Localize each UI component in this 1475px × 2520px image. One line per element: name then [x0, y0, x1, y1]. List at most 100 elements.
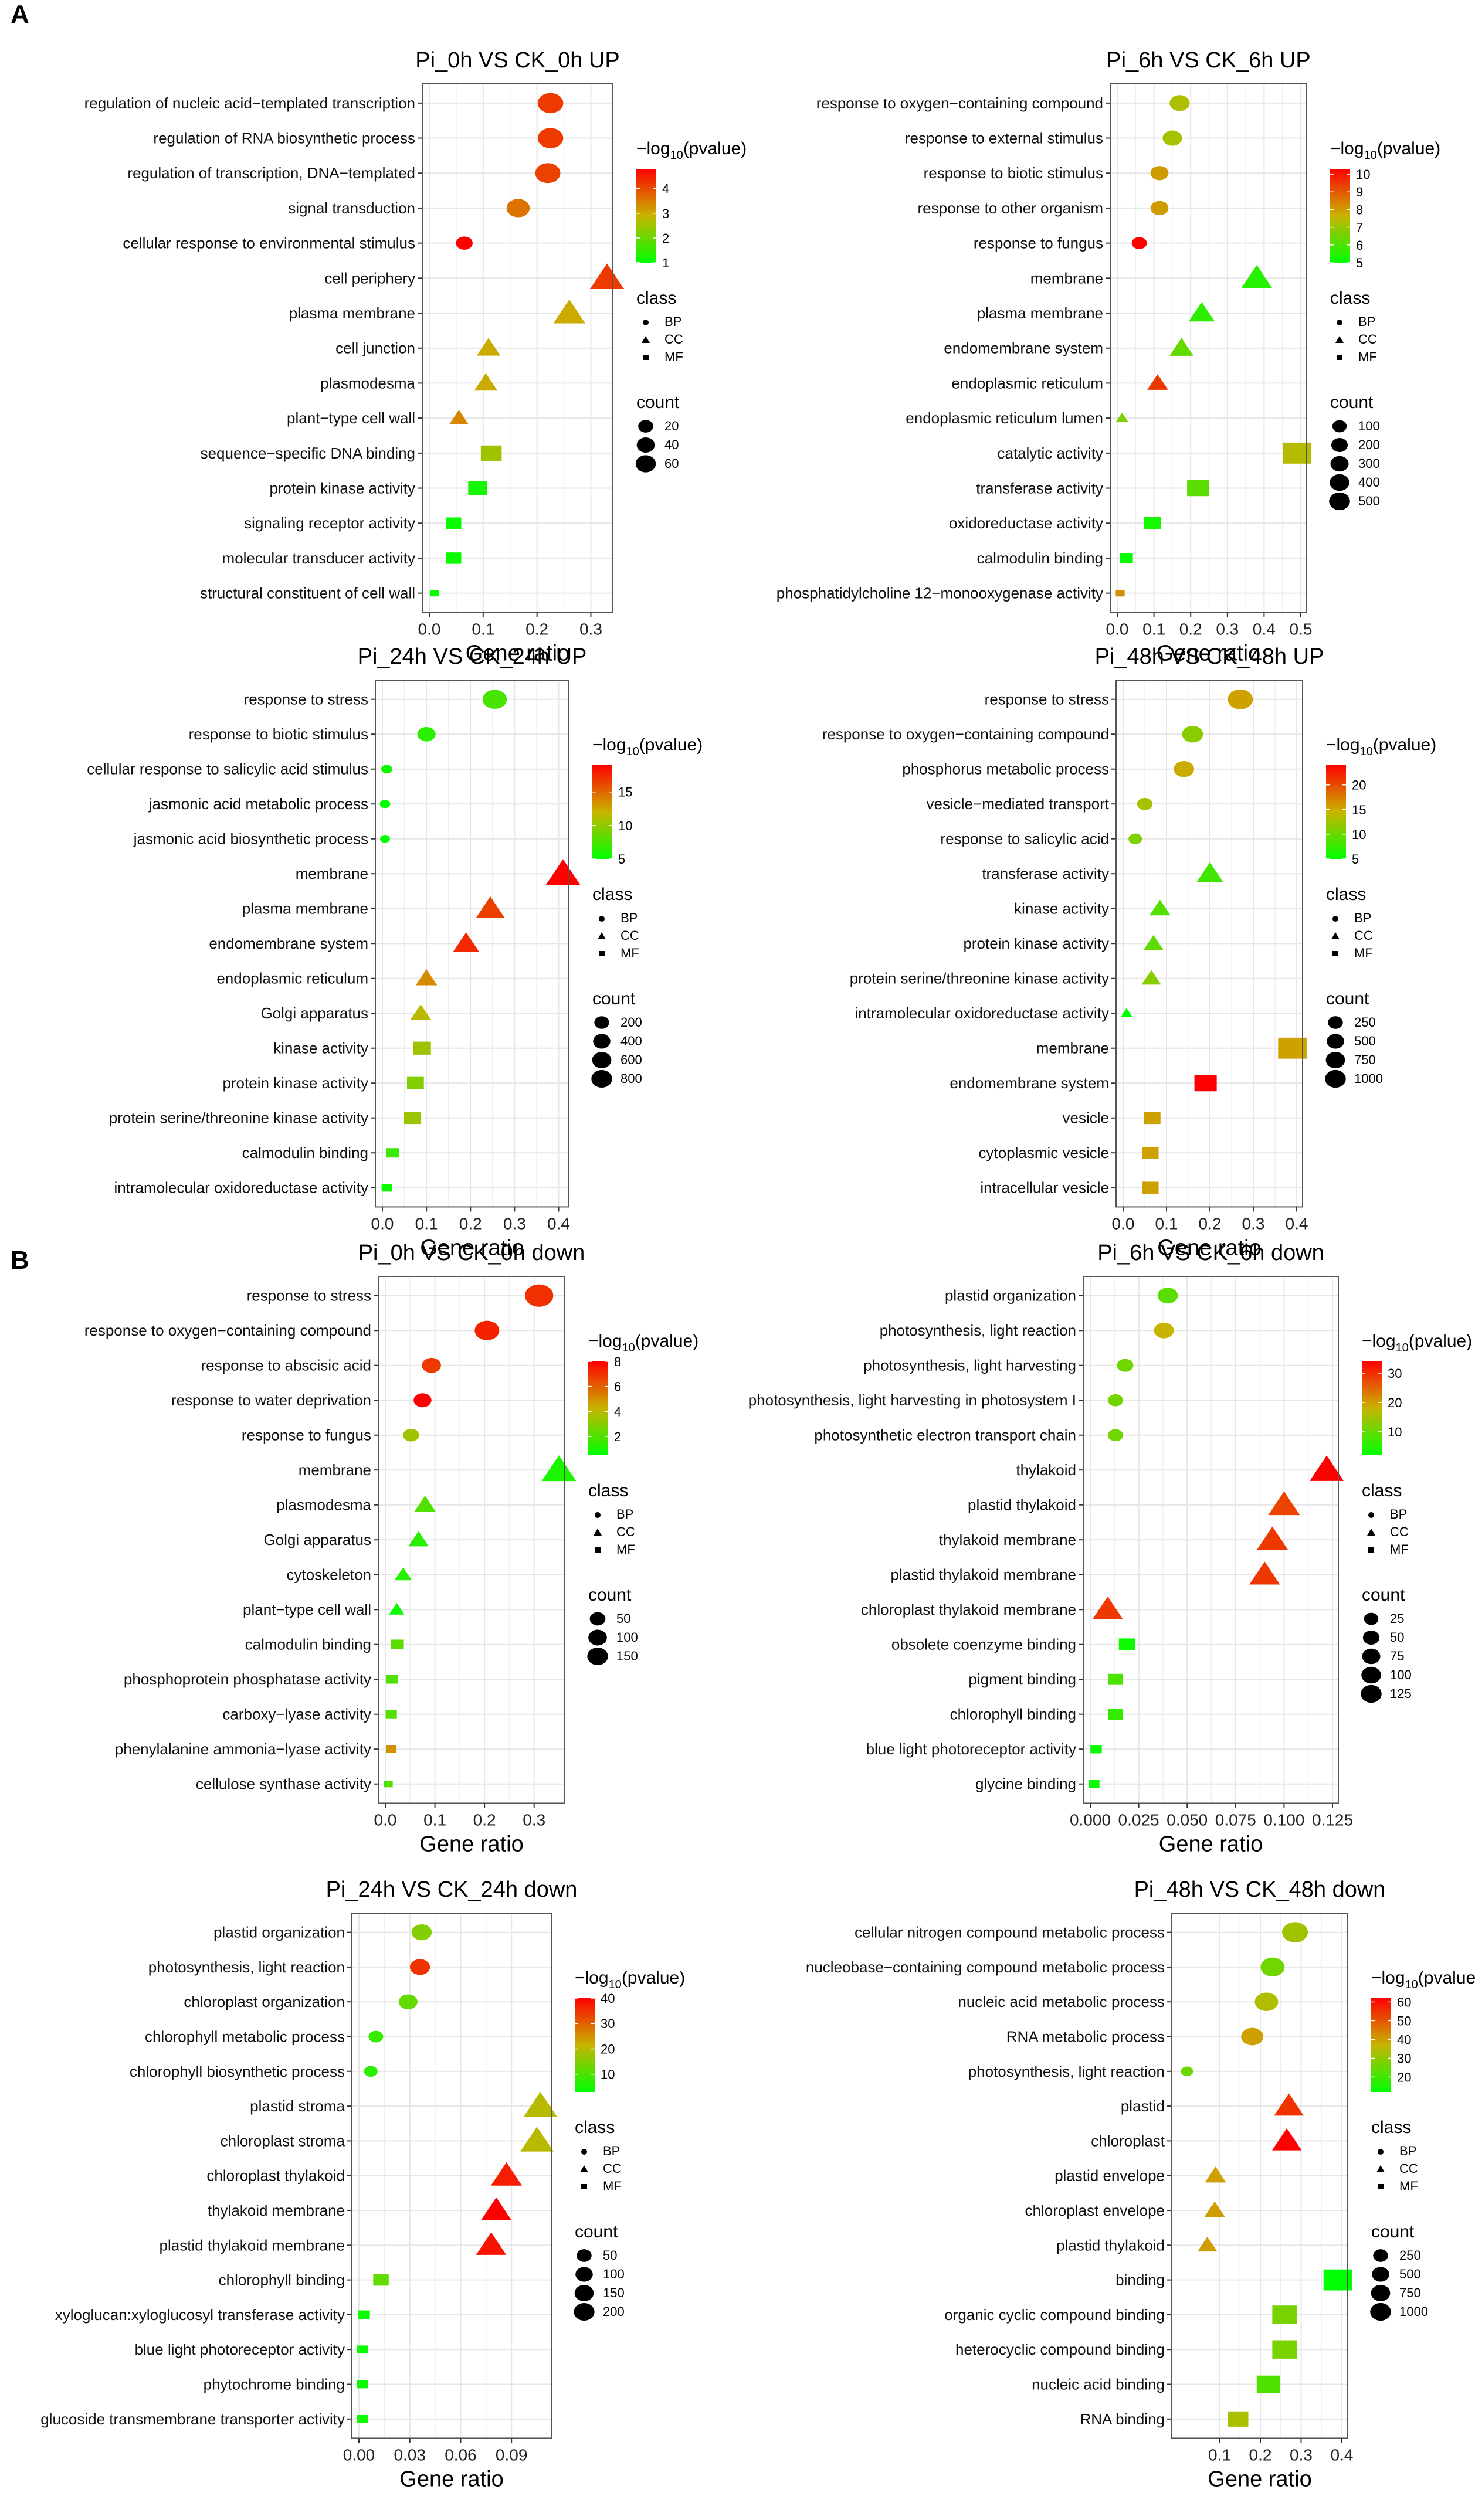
y-tick-label: chlorophyll binding	[219, 2271, 345, 2289]
data-point-cc	[1241, 264, 1273, 288]
data-point-mf	[446, 552, 462, 564]
class-legend-title: class	[588, 1481, 628, 1500]
class-legend-title: class	[636, 288, 676, 308]
data-point-cc	[490, 2162, 523, 2186]
color-scale-label: 15	[618, 785, 632, 800]
data-point-mf	[1256, 2375, 1280, 2393]
data-point-mf	[1120, 553, 1133, 563]
count-legend-dot	[1327, 1034, 1344, 1049]
y-tick-label: intramolecular oxidoreductase activity	[114, 1179, 368, 1197]
count-legend-label: 150	[616, 1649, 638, 1663]
y-tick-label: kinase activity	[273, 1040, 368, 1057]
x-axis-label: Gene ratio	[1159, 1832, 1263, 1856]
class-legend-cc-icon	[1331, 932, 1340, 939]
class-legend-label: BP	[1354, 911, 1371, 925]
count-legend-label: 300	[1358, 456, 1380, 471]
chart-panel-8: Pi_48h VS CK_48h down cellular nitrogen c…	[739, 1877, 1475, 2520]
x-tick-label: 0.1	[423, 1811, 446, 1829]
count-legend-dot	[1329, 492, 1350, 511]
class-legend-bp-icon	[595, 1512, 601, 1518]
x-tick-label: 0.2	[473, 1811, 496, 1829]
y-tick-label: plant−type cell wall	[287, 409, 415, 427]
data-point-cc	[410, 1004, 432, 1020]
count-legend-dot	[588, 1629, 607, 1646]
y-tick-label: heterocyclic compound binding	[955, 2341, 1165, 2358]
data-point-cc	[1204, 2201, 1226, 2217]
count-legend-label: 60	[664, 456, 679, 471]
data-point-mf	[1194, 1075, 1217, 1092]
y-tick-label: blue light photoreceptor activity	[135, 2341, 345, 2358]
count-legend-label: 25	[1390, 1611, 1404, 1626]
y-tick-label: calmodulin binding	[242, 1144, 368, 1161]
y-tick-label: photosynthesis, light reaction	[968, 2063, 1165, 2080]
class-legend-cc-icon	[1367, 1529, 1375, 1536]
y-tick-label: response to fungus	[242, 1427, 371, 1444]
y-tick-label: calmodulin binding	[977, 549, 1103, 567]
y-tick-label: response to fungus	[974, 235, 1103, 252]
y-tick-label: jasmonic acid metabolic process	[148, 795, 368, 813]
count-legend-title: count	[1330, 393, 1374, 412]
data-point-mf	[1108, 1709, 1123, 1720]
color-scale-label: 2	[614, 1429, 621, 1444]
data-point-mf	[357, 2345, 368, 2354]
data-point-cc	[1197, 2236, 1218, 2252]
count-legend-dot	[1372, 2267, 1389, 2282]
class-legend-title: class	[575, 2118, 615, 2137]
y-tick-label: kinase activity	[1014, 900, 1109, 918]
dot-plot: Pi_0h VS CK_0h UP regulation of nucleic a…	[84, 48, 747, 665]
color-scale-label: 10	[618, 819, 632, 833]
color-scale-label: 20	[1352, 778, 1366, 793]
count-legend-label: 200	[620, 1015, 642, 1030]
count-legend-label: 500	[1399, 2267, 1421, 2281]
class-legend-cc-icon	[642, 336, 650, 343]
y-tick-label: cellulose synthase activity	[196, 1775, 371, 1793]
y-tick-label: plasma membrane	[977, 304, 1103, 322]
chart-panel-6: Pi_6h VS CK_6h down plastid organization p…	[739, 1241, 1475, 1885]
color-scale-label: 10	[601, 2067, 615, 2082]
count-legend-dot	[574, 2303, 595, 2321]
x-tick-label: 0.4	[1286, 1214, 1308, 1232]
y-tick-label: photosynthesis, light harvesting	[863, 1357, 1076, 1374]
count-legend-label: 100	[1358, 419, 1380, 433]
dot-plot: Pi_6h VS CK_6h UP response to oxygen−cont…	[777, 48, 1440, 665]
y-tick-label: cell junction	[335, 339, 415, 357]
class-legend-label: BP	[664, 314, 681, 329]
data-point-bp	[506, 199, 530, 218]
data-point-cc	[1143, 935, 1164, 950]
chart-panel-5: Pi_0h VS CK_0h down response to stress res…	[0, 1241, 736, 1885]
y-tick-label: endoplasmic reticulum	[951, 374, 1103, 392]
color-scale-label: 20	[1397, 2070, 1411, 2084]
x-tick-label: 0.2	[525, 620, 548, 638]
color-scale-bar	[1330, 169, 1350, 263]
data-point-cc	[1257, 1526, 1288, 1550]
class-legend-mf-icon	[581, 2184, 587, 2189]
data-point-bp	[1150, 166, 1169, 181]
y-tick-label: Golgi apparatus	[260, 1004, 368, 1022]
data-point-mf	[1144, 1112, 1161, 1125]
data-point-cc	[1120, 1008, 1133, 1017]
y-tick-label: pigment binding	[968, 1670, 1076, 1688]
data-point-cc	[541, 1455, 577, 1482]
x-tick-label: 0.0	[1112, 1214, 1135, 1232]
count-legend-dot	[592, 1052, 612, 1068]
y-tick-label: endoplasmic reticulum lumen	[906, 409, 1103, 427]
color-scale-label: 8	[614, 1354, 621, 1369]
data-point-mf	[384, 1781, 393, 1788]
data-point-mf	[1143, 517, 1161, 529]
class-legend-mf-icon	[1368, 1547, 1374, 1553]
data-point-bp	[456, 236, 473, 250]
data-point-bp	[525, 1284, 554, 1307]
count-legend-dot	[1370, 2302, 1391, 2321]
count-legend-label: 1000	[1354, 1071, 1383, 1086]
x-tick-label: 0.050	[1167, 1811, 1208, 1829]
count-legend-dot	[635, 455, 656, 473]
y-tick-label: glucoside transmembrane transporter acti…	[40, 2410, 345, 2428]
data-point-bp	[1254, 1992, 1279, 2011]
chart-title: Pi_48h VS CK_48h UP	[1095, 644, 1324, 669]
class-legend-label: MF	[620, 946, 639, 960]
y-tick-label: phenylalanine ammonia−lyase activity	[115, 1740, 371, 1758]
y-tick-label: endomembrane system	[944, 339, 1103, 357]
count-legend-label: 200	[1358, 437, 1380, 452]
data-point-bp	[537, 93, 564, 114]
count-legend-dot	[1330, 474, 1349, 491]
